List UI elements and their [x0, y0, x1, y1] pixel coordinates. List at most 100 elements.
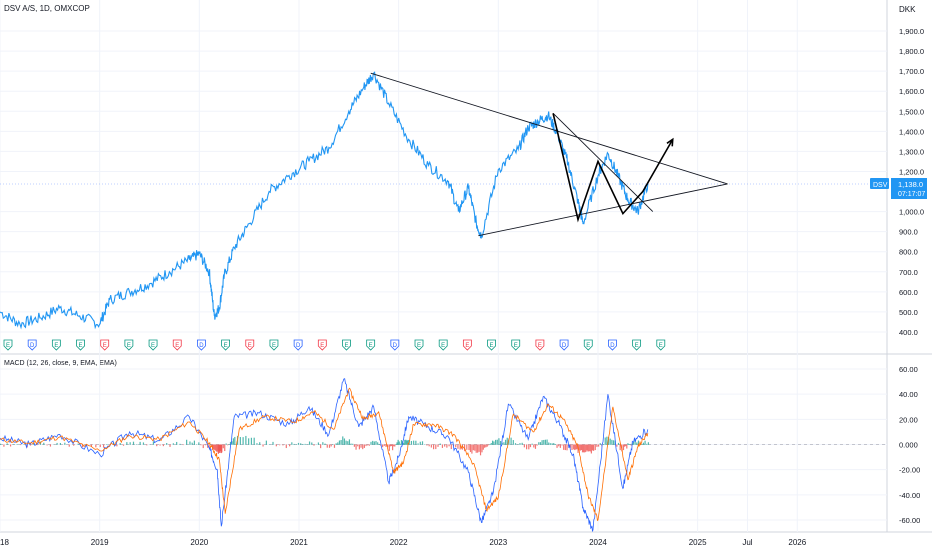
macd-histogram-bar [291, 442, 293, 445]
macd-histogram-bar [481, 444, 483, 453]
macd-histogram-bar [523, 444, 525, 448]
earnings-marker [487, 339, 496, 351]
macd-histogram-bar [29, 444, 32, 446]
macd-histogram-bar [439, 443, 441, 445]
macd-histogram-bar [129, 442, 131, 445]
macd-histogram-bar [622, 444, 625, 451]
macd-histogram-bar [503, 442, 505, 445]
macd-histogram-bar [126, 442, 128, 445]
currency-label: DKK [899, 5, 916, 14]
earnings-marker [438, 339, 448, 351]
macd-histogram-bar [611, 439, 613, 445]
earnings-marker-label: E [417, 343, 421, 349]
macd-histogram-bar [326, 444, 328, 448]
macd-histogram-bar [579, 444, 581, 451]
price-tick-label: 400.0 [899, 328, 918, 337]
macd-histogram-bar [358, 444, 360, 450]
macd-histogram-bar [586, 444, 588, 451]
macd-histogram-bar [504, 439, 507, 445]
macd-histogram-bar [617, 442, 620, 445]
macd-histogram-bar [627, 443, 629, 445]
macd-histogram-bar [90, 444, 93, 447]
earnings-marker-label: D [199, 343, 204, 349]
macd-histogram-bar [370, 441, 372, 445]
macd-histogram-bar [332, 444, 334, 445]
macd-histogram-bar [506, 437, 508, 445]
macd-histogram-bar [355, 444, 357, 450]
macd-histogram-bar [357, 444, 359, 447]
macd-histogram-bar [324, 443, 326, 445]
earnings-marker [27, 339, 37, 351]
macd-histogram-bar [189, 441, 191, 445]
macd-histogram-bar [285, 444, 287, 449]
macd-histogram-bar [342, 436, 344, 445]
price-series [0, 71, 649, 330]
macd-histogram-bar [578, 444, 580, 451]
macd-histogram-bar [514, 443, 517, 445]
macd-histogram-bar [528, 444, 530, 450]
macd-histogram-bar [95, 444, 97, 448]
macd-histogram-bar [406, 440, 408, 445]
macd-line [0, 378, 649, 533]
macd-histogram-bar [446, 444, 448, 448]
price-tick-label: 700.0 [899, 268, 918, 277]
macd-tick-label: -20.00 [899, 466, 920, 475]
macd-histogram-bar [200, 444, 202, 446]
macd-histogram-bar [231, 441, 233, 445]
macd-histogram-bar [450, 444, 452, 450]
macd-histogram-bar [554, 443, 556, 445]
price-tick-label: 800.0 [899, 248, 918, 257]
macd-histogram-bar [136, 444, 138, 445]
macd-histogram-bar [388, 444, 390, 451]
macd-histogram-bar [395, 444, 397, 445]
macd-histogram-bar [377, 442, 379, 445]
macd-histogram-bar [606, 436, 608, 445]
macd-histogram-bar [592, 444, 595, 451]
macd-histogram-bar [407, 440, 409, 445]
macd-histogram-bar [216, 444, 218, 453]
macd-histogram-bar [397, 439, 399, 445]
macd-histogram-bar [415, 440, 417, 445]
macd-histogram-bar [122, 444, 125, 446]
macd-tick-label: 20.00 [899, 415, 918, 424]
signal-line [0, 387, 649, 522]
macd-histogram-bar [531, 443, 533, 445]
earnings-marker [535, 339, 545, 351]
earnings-marker-label: E [344, 343, 348, 349]
macd-histogram-bar [33, 442, 35, 445]
macd-histogram-bar [159, 444, 161, 446]
macd-histogram-bar [590, 444, 592, 454]
macd-histogram-bar [479, 444, 482, 456]
macd-title: MACD (12, 26, close, 9, EMA, EMA) [4, 360, 117, 367]
macd-histogram-bar [225, 443, 227, 445]
macd-histogram-bar [398, 441, 400, 445]
earnings-marker-label: E [151, 343, 155, 349]
macd-histogram-bar [539, 442, 542, 445]
macd-histogram-bar [262, 444, 264, 447]
macd-histogram-bar [544, 439, 547, 445]
macd-histogram-bar [647, 442, 650, 445]
macd-histogram-bar [573, 444, 575, 450]
macd-histogram-bar [328, 444, 331, 448]
price-badge-value: 1,138.0 [898, 180, 923, 189]
macd-histogram-bar [59, 442, 61, 445]
macd-histogram-bar [360, 444, 362, 448]
macd-histogram-bar [363, 444, 365, 448]
macd-histogram-bar [609, 438, 611, 445]
macd-histogram-bar [43, 442, 45, 445]
earnings-marker [583, 339, 593, 351]
earnings-marker-label: E [635, 343, 639, 349]
macd-histogram-bar [202, 444, 204, 449]
macd-histogram-bar [508, 438, 510, 445]
triangle-lower-line [478, 183, 728, 237]
macd-histogram-bar [584, 444, 586, 453]
macd-histogram-bar [588, 444, 590, 452]
macd-histogram-bar [576, 444, 578, 450]
macd-histogram-bar [116, 444, 118, 447]
macd-histogram-bar [426, 444, 428, 446]
macd-histogram-bar [616, 444, 618, 447]
macd-histogram-bar [347, 441, 349, 445]
macd-histogram-bar [394, 444, 396, 447]
